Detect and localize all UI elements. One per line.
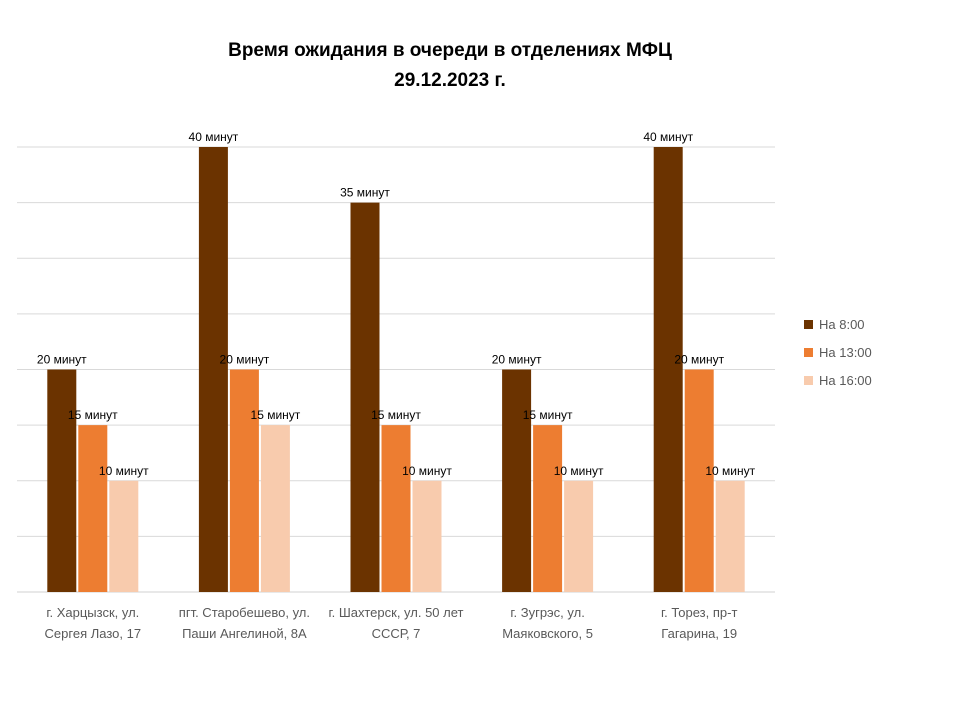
bar — [109, 480, 139, 592]
x-tick-label: СССР, 7 — [372, 626, 421, 641]
x-tick-label: Паши Ангелиной, 8А — [182, 626, 307, 641]
data-label: 35 минут — [340, 186, 390, 200]
data-label: 10 минут — [554, 464, 604, 478]
legend-label: На 8:00 — [819, 317, 865, 332]
data-label: 20 минут — [492, 353, 542, 367]
data-label: 20 минут — [674, 353, 724, 367]
bar — [564, 480, 594, 592]
data-label: 15 минут — [523, 408, 573, 422]
x-tick-label: г. Харцызск, ул. — [46, 605, 139, 620]
data-label: 20 минут — [37, 353, 87, 367]
x-tick-label: г. Шахтерск, ул. 50 лет — [329, 605, 464, 620]
data-labels: 20 минут 15 минут 10 минут 40 минут 20 минут… — [37, 130, 756, 478]
x-axis-labels: г. Харцызск, ул. Сергея Лазо, 17 пгт. Стар… — [45, 605, 738, 641]
bar — [260, 425, 290, 592]
data-label: 15 минут — [251, 408, 301, 422]
bar — [47, 369, 77, 592]
data-label: 40 минут — [643, 130, 693, 144]
data-label: 15 минут — [371, 408, 421, 422]
x-tick-label: Сергея Лазо, 17 — [45, 626, 142, 641]
data-label: 20 минут — [220, 353, 270, 367]
chart-title: Время ожидания в очереди в отделениях МФ… — [130, 36, 770, 96]
bars — [47, 147, 745, 592]
bar — [78, 425, 108, 592]
chart-title-date: 29.12.2023 г. — [394, 70, 506, 91]
chart-title-main: Время ожидания в очереди в отделениях МФ… — [228, 40, 672, 61]
bar — [684, 369, 714, 592]
legend-swatch — [804, 376, 813, 385]
legend-label: На 16:00 — [819, 373, 872, 388]
legend-label: На 13:00 — [819, 345, 872, 360]
bar — [229, 369, 259, 592]
bar — [381, 425, 411, 592]
bar — [412, 480, 442, 592]
legend-swatch — [804, 348, 813, 357]
x-tick-label: г. Зугрэс, ул. — [510, 605, 584, 620]
bar — [198, 147, 228, 592]
x-tick-label: Гагарина, 19 — [661, 626, 737, 641]
bar — [502, 369, 532, 592]
data-label: 40 минут — [189, 130, 239, 144]
x-tick-label: г. Торез, пр-т — [661, 605, 737, 620]
bar — [715, 480, 745, 592]
legend-swatch — [804, 320, 813, 329]
gridlines — [17, 146, 775, 593]
x-tick-label: пгт. Старобешево, ул. — [179, 605, 310, 620]
bar — [350, 202, 380, 592]
bar — [653, 147, 683, 592]
bar — [533, 425, 563, 592]
legend: На 8:00 На 13:00 На 16:00 — [804, 317, 872, 388]
data-label: 15 минут — [68, 408, 118, 422]
x-tick-label: Маяковского, 5 — [502, 626, 593, 641]
data-label: 10 минут — [99, 464, 149, 478]
data-label: 10 минут — [402, 464, 452, 478]
data-label: 10 минут — [705, 464, 755, 478]
